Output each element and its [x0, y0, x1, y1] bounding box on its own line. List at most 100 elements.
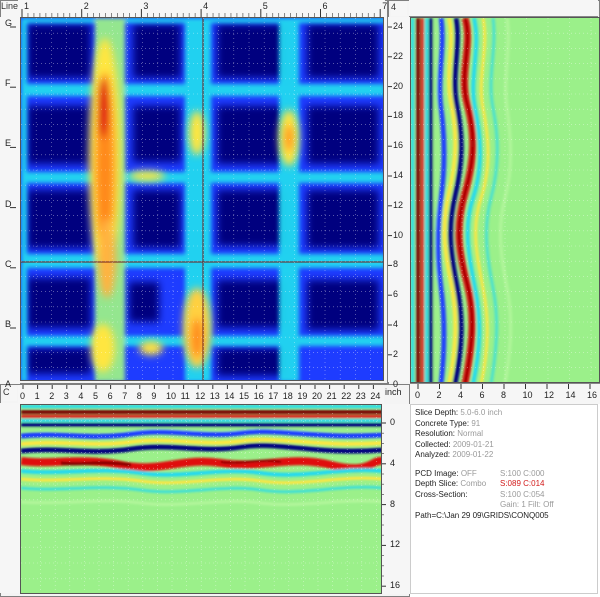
section-x-tick-label: 14	[565, 390, 576, 400]
slice-depth-label: Slice Depth:	[415, 408, 459, 417]
cross-x-tick-label: 15	[239, 391, 250, 401]
plan-dotted-grid	[21, 18, 383, 380]
section-y-tick-label: 6	[393, 289, 399, 300]
cross-x-tick-label: 7	[122, 391, 128, 401]
cross-y-ruler-ticks	[382, 422, 386, 587]
cross-section-sc: S:100 C:054	[500, 489, 545, 499]
path-row: Path=C:\Jan 29 09\GRIDS\CONQ005	[415, 511, 593, 522]
cross-section-image[interactable]	[20, 404, 382, 594]
section-y-tick-label: 4	[393, 319, 399, 329]
section-y-tick-label: 0	[393, 378, 399, 389]
section-y-tick-label: 24	[393, 21, 404, 31]
section-x-tick-label: 8	[501, 390, 507, 400]
depth-slice-row: Depth Slice: Combo S:089 C:014	[415, 479, 593, 490]
section-x-tick-label: 2	[436, 390, 442, 400]
plan-y-letter-label: G	[5, 18, 13, 28]
section-y-tick-label: 14	[393, 170, 404, 180]
inch-unit-label: inch	[385, 387, 402, 397]
cross-x-tick-label: 10	[166, 391, 177, 401]
plan-y-letter-label: C	[5, 258, 12, 269]
analyzed-row: Analyzed: 2009-01-22	[415, 450, 593, 461]
section-y-tick-label: 22	[393, 50, 404, 61]
cross-x-ruler	[18, 385, 384, 403]
plan-view-image[interactable]	[20, 17, 384, 381]
plan-x-tick-label: 1	[24, 1, 30, 11]
cross-x-tick-label: 19	[297, 391, 308, 401]
concrete-type-value: 91	[471, 418, 481, 428]
cross-x-tick-label: 9	[151, 391, 157, 401]
section-y-tick-label: 20	[393, 80, 404, 91]
cross-x-tick-label: 1	[34, 391, 40, 401]
plan-y-letter-label: E	[5, 138, 12, 149]
cross-x-tick-label: 11	[180, 391, 190, 401]
collected-label: Collected:	[415, 439, 451, 449]
cross-y-ruler	[382, 404, 410, 594]
cross-corner-label: C	[3, 387, 17, 401]
cross-y-tick-label: 12	[390, 539, 401, 550]
section-x-ruler	[410, 383, 600, 404]
section-x-tick-label: 0	[415, 390, 421, 400]
section-y-ruler	[388, 17, 409, 382]
cross-x-tick-label: 20	[312, 391, 323, 401]
concrete-type-label: Concrete Type:	[415, 418, 470, 428]
cross-y-tick-label: 0	[390, 417, 396, 427]
cross-x-tick-label: 8	[136, 391, 142, 401]
section-y-tick-label: 2	[393, 348, 399, 359]
section-top-ruler	[409, 0, 598, 17]
concrete-type-row: Concrete Type: 91	[415, 419, 593, 430]
section-dotted-grid	[411, 18, 599, 382]
cross-section-label: Cross-Section:	[415, 489, 468, 499]
cross-x-tick-label: 4	[78, 391, 84, 401]
section-x-tick-label: 10	[522, 390, 533, 400]
section-y-tick-label: 12	[393, 199, 404, 210]
plan-y-ruler-ticks	[10, 26, 16, 329]
cross-x-tick-label: 12	[195, 391, 206, 401]
section-bands	[411, 18, 513, 382]
section-y-ruler-ticks	[388, 26, 392, 356]
line-corner-label: Line	[1, 1, 19, 17]
analyzed-value: 2009-01-22	[452, 450, 494, 459]
cross-x-tick-label: 24	[370, 391, 381, 401]
pcd-image-row: PCD Image: OFF S:100 C:000	[415, 469, 593, 480]
cross-x-ruler-ticks	[22, 385, 374, 389]
resolution-label: Resolution:	[415, 429, 456, 438]
cross-section-row: Cross-Section: S:100 C:054	[415, 490, 593, 501]
cross-x-tick-label: 23	[355, 391, 366, 401]
cross-section-svg	[21, 405, 381, 593]
plan-x-tick-label: 2	[83, 1, 89, 11]
section-x-tick-label: 4	[458, 390, 464, 400]
pcd-image-sc: S:100 C:000	[500, 468, 545, 478]
plan-y-ruler	[0, 17, 20, 384]
analyzed-label: Analyzed:	[415, 450, 451, 459]
gain-filter-text: Gain: 1 Filt: Off	[500, 500, 554, 509]
section-x-ruler-ticks	[417, 384, 591, 389]
cross-dotted-grid	[21, 405, 381, 593]
plan-y-letter-label: A	[5, 379, 12, 390]
cross-x-tick-label: 13	[209, 391, 220, 401]
cross-x-tick-label: 14	[224, 391, 235, 401]
plan-x-ruler-ticks	[21, 9, 381, 17]
depth-slice-value: Combo	[460, 479, 487, 488]
slice-depth-row: Slice Depth: 5.0-6.0 inch	[415, 408, 593, 419]
cross-x-tick-label: 22	[341, 391, 352, 401]
gain-row: Gain: 1 Filt: Off	[415, 500, 593, 511]
plan-view-svg	[21, 18, 383, 380]
section-view-image[interactable]	[410, 17, 600, 383]
cross-x-tick-label: 0	[20, 391, 26, 401]
plan-x-tick-label: 4	[203, 1, 209, 11]
section-x-tick-label: 12	[544, 390, 555, 400]
plan-dark-cells	[27, 24, 379, 376]
plan-x-tick-label: 6	[322, 1, 328, 11]
resolution-row: Resolution: Normal	[415, 429, 593, 440]
section-view-svg	[411, 18, 599, 382]
plan-y-letter-label: B	[5, 319, 12, 329]
depth-slice-sc: S:089 C:014	[500, 479, 545, 488]
cross-x-tick-label: 3	[63, 391, 69, 401]
cross-y-tick-label: 8	[390, 498, 396, 509]
cross-y-tick-label: 16	[390, 580, 401, 591]
pcd-image-value: OFF	[460, 468, 477, 478]
section-y-tick-label: 16	[393, 140, 404, 151]
file-path-text: Path=C:\Jan 29 09\GRIDS\CONQ005	[415, 510, 549, 520]
plan-x-tick-label: 7	[382, 1, 388, 11]
section-y-tick-label: 8	[393, 259, 399, 270]
